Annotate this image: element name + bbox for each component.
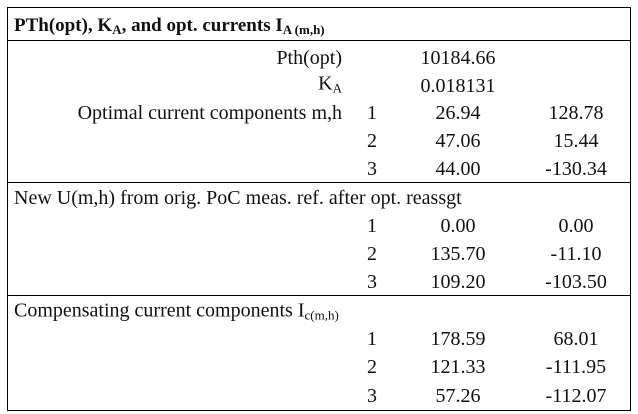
divider (7, 182, 631, 183)
text: Optimal current components m,h (77, 102, 342, 124)
cell-value: 121.33 (430, 356, 486, 378)
cell-value: -130.34 (545, 158, 607, 180)
cell-value: 128.78 (548, 102, 604, 124)
row-index: 3 (367, 158, 377, 180)
cell-value: 10184.66 (420, 47, 496, 69)
subscript: A (112, 22, 122, 37)
border (7, 7, 631, 8)
border (630, 7, 631, 411)
row-label: Optimal current components m,h (78, 101, 342, 125)
cell-value: 26.94 (435, 102, 481, 124)
cell-value: 57.26 (435, 385, 481, 407)
cell-value: 135.70 (430, 243, 486, 265)
text: Pth(opt) (276, 47, 342, 69)
row-label: Pth(opt) (276, 46, 342, 70)
cell-value: -112.07 (545, 385, 607, 407)
cell-value: 44.00 (435, 158, 481, 180)
subscript: c(m,h) (304, 307, 339, 323)
cell-value: 109.20 (430, 271, 486, 293)
divider (7, 295, 631, 296)
row-index: 3 (367, 385, 377, 407)
cell-value: -103.50 (545, 271, 607, 293)
text: Compensating current components I (14, 299, 305, 322)
row-label: New U(m,h) from orig. PoC meas. ref. aft… (14, 186, 462, 210)
row-label: KA (318, 72, 342, 101)
row-index: 2 (367, 243, 377, 265)
cell-value: -11.10 (550, 243, 602, 265)
border (7, 7, 8, 411)
cell-value: 47.06 (435, 130, 481, 152)
row-index: 3 (367, 271, 377, 293)
row-label: Compensating current components Ic(m,h) (14, 299, 339, 328)
row-index: 2 (367, 130, 377, 152)
row-index: 2 (367, 356, 377, 378)
cell-value: -111.95 (545, 356, 607, 378)
cell-value: 0.018131 (420, 75, 496, 97)
row-index: 1 (367, 215, 377, 237)
cell-value: 15.44 (553, 130, 599, 152)
cell-value: 68.01 (553, 328, 599, 350)
cell-value: 0.00 (440, 215, 476, 237)
text: PTh(opt), K (14, 15, 113, 36)
subscript: A (332, 80, 342, 96)
text: , and opt. currents I (121, 15, 283, 36)
subscript: A (m,h) (282, 22, 325, 37)
text: K (318, 72, 333, 95)
text: New U(m,h) from orig. PoC meas. ref. aft… (14, 187, 462, 209)
row-index: 1 (367, 328, 377, 350)
divider (7, 40, 631, 41)
border (7, 410, 631, 411)
cell-value: 0.00 (558, 215, 594, 237)
table-title: PTh(opt), KA, and opt. currents IA (m,h) (14, 14, 325, 42)
cell-value: 178.59 (430, 328, 486, 350)
row-index: 1 (367, 102, 377, 124)
